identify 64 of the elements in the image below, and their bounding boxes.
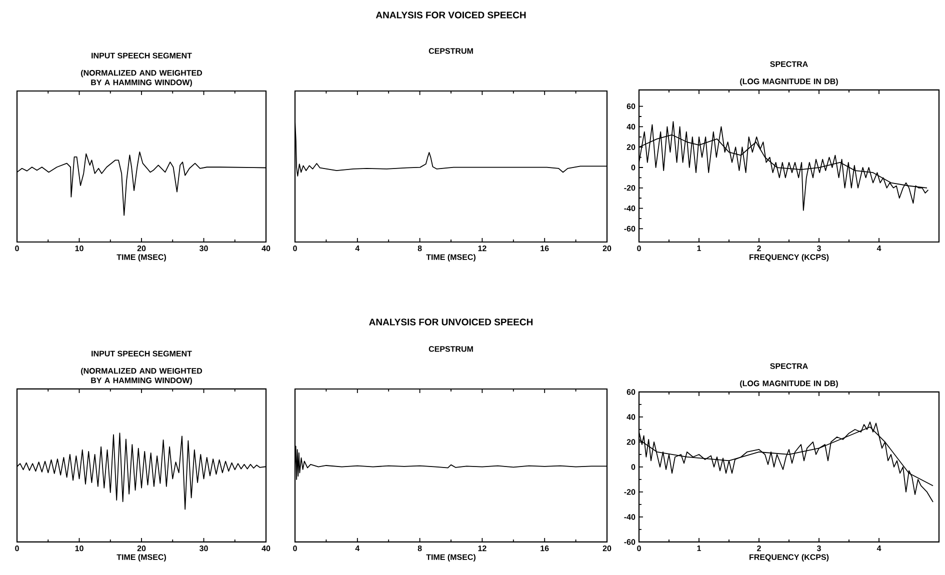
text: ANALYSIS FOR UNVOICED SPEECH: [369, 318, 533, 326]
x-tick-label: 16: [540, 246, 549, 252]
chart-subtitle: (NORMALIZED AND WEIGHTED BY A HAMMING WINDOW): [81, 368, 202, 385]
y-tick-label: 0: [631, 164, 636, 170]
x-tick-label: 8: [418, 546, 422, 552]
chart-title: SPECTRA: [770, 363, 808, 369]
x-axis-title: FREQUENCY (KCPS): [750, 554, 829, 562]
x-axis-title: FREQUENCY (KCPS): [750, 254, 829, 262]
y-tick-label: -20: [624, 185, 636, 191]
x-tick-label: 40: [262, 546, 270, 552]
chart-title: CEPSTRUM: [428, 346, 473, 352]
x-tick-label: 10: [75, 546, 84, 552]
x-tick-label: 12: [478, 546, 486, 552]
x-axis-title: TIME (MSEC): [116, 254, 166, 262]
x-tick-label: 2: [757, 246, 761, 252]
x-tick-label: 1: [697, 246, 701, 252]
x-tick-label: 3: [816, 546, 821, 552]
chart-title: INPUT SPEECH SEGMENT: [92, 350, 192, 356]
x-tick-label: 0: [637, 546, 641, 552]
x-axis-title: TIME (MSEC): [116, 554, 166, 562]
y-tick-label: -40: [624, 514, 636, 520]
x-tick-label: 20: [602, 546, 612, 552]
x-tick-label: 1: [697, 546, 701, 552]
y-tick-label: 20: [626, 144, 636, 150]
chart-subtitle: (LOG MAGNITUDE IN DB): [740, 380, 838, 388]
chart-title: CEPSTRUM: [428, 48, 473, 54]
x-tick-label: 0: [293, 546, 297, 552]
y-tick-label: 60: [626, 103, 636, 110]
x-tick-label: 0: [15, 246, 19, 252]
chart-subtitle: (NORMALIZED AND WEIGHTED BY A HAMMING WINDOW): [81, 70, 202, 87]
x-tick-label: 4: [876, 246, 882, 252]
y-tick-label: -40: [624, 205, 636, 212]
x-tick-label: 0: [293, 246, 297, 252]
x-tick-label: 10: [75, 246, 84, 252]
x-tick-label: 20: [602, 246, 612, 252]
x-tick-label: 30: [199, 246, 208, 252]
x-tick-label: 4: [355, 246, 360, 252]
text: ANALYSIS FOR VOICED SPEECH: [376, 12, 526, 18]
x-tick-label: 4: [355, 546, 360, 552]
chart-subtitle: (LOG MAGNITUDE IN DB): [740, 78, 838, 86]
x-tick-label: 4: [876, 546, 882, 552]
x-tick-label: 16: [540, 546, 549, 552]
x-tick-label: 2: [757, 546, 761, 552]
x-tick-label: 0: [637, 246, 641, 252]
x-tick-label: 30: [199, 546, 208, 552]
y-tick-label: 40: [626, 414, 636, 420]
x-tick-label: 20: [137, 246, 146, 252]
x-axis-title: TIME (MSEC): [426, 554, 476, 562]
x-axis-title: TIME (MSEC): [426, 254, 476, 262]
x-tick-label: 40: [262, 246, 270, 252]
chart-title: INPUT SPEECH SEGMENT: [92, 52, 192, 58]
x-tick-label: 0: [15, 546, 19, 552]
y-tick-label: 40: [626, 124, 636, 130]
x-tick-label: 3: [816, 246, 821, 252]
y-tick-label: -60: [624, 539, 636, 545]
chart-title: SPECTRA: [770, 61, 808, 67]
x-tick-label: 8: [418, 246, 422, 252]
y-tick-label: -60: [624, 226, 636, 232]
y-tick-label: -20: [624, 489, 636, 495]
y-tick-label: 0: [631, 464, 636, 470]
y-tick-label: 60: [626, 389, 636, 395]
x-tick-label: 12: [478, 246, 486, 252]
y-tick-label: 20: [626, 439, 636, 445]
x-tick-label: 20: [137, 546, 146, 552]
